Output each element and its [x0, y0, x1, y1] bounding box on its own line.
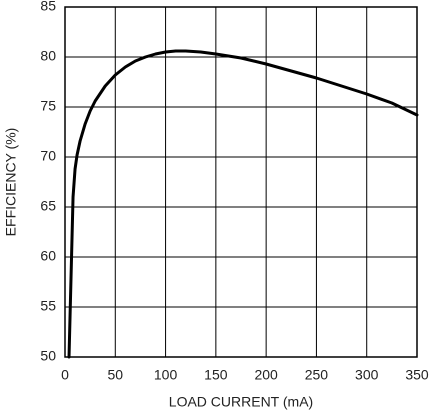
x-tick-label: 100 — [154, 367, 178, 383]
y-axis-title: EFFICIENCY (%) — [3, 128, 19, 237]
y-tick-label: 80 — [40, 48, 56, 64]
x-tick-label: 300 — [355, 367, 379, 383]
x-axis-title: LOAD CURRENT (mA) — [169, 394, 313, 410]
x-tick-label: 150 — [204, 367, 228, 383]
x-tick-label: 200 — [254, 367, 278, 383]
y-tick-label: 75 — [40, 98, 56, 114]
y-tick-label: 70 — [40, 148, 56, 164]
x-tick-label: 350 — [405, 367, 429, 383]
y-tick-label: 65 — [40, 198, 56, 214]
data-line — [67, 49, 419, 359]
y-tick-label: 85 — [40, 0, 56, 14]
x-tick-label: 250 — [305, 367, 329, 383]
plot-frame — [64, 6, 418, 358]
x-tick-label: 50 — [107, 367, 123, 383]
y-tick-label: 55 — [40, 298, 56, 314]
x-tick-label: 0 — [61, 367, 69, 383]
y-tick-label: 50 — [40, 348, 56, 364]
y-tick-label: 60 — [40, 248, 56, 264]
